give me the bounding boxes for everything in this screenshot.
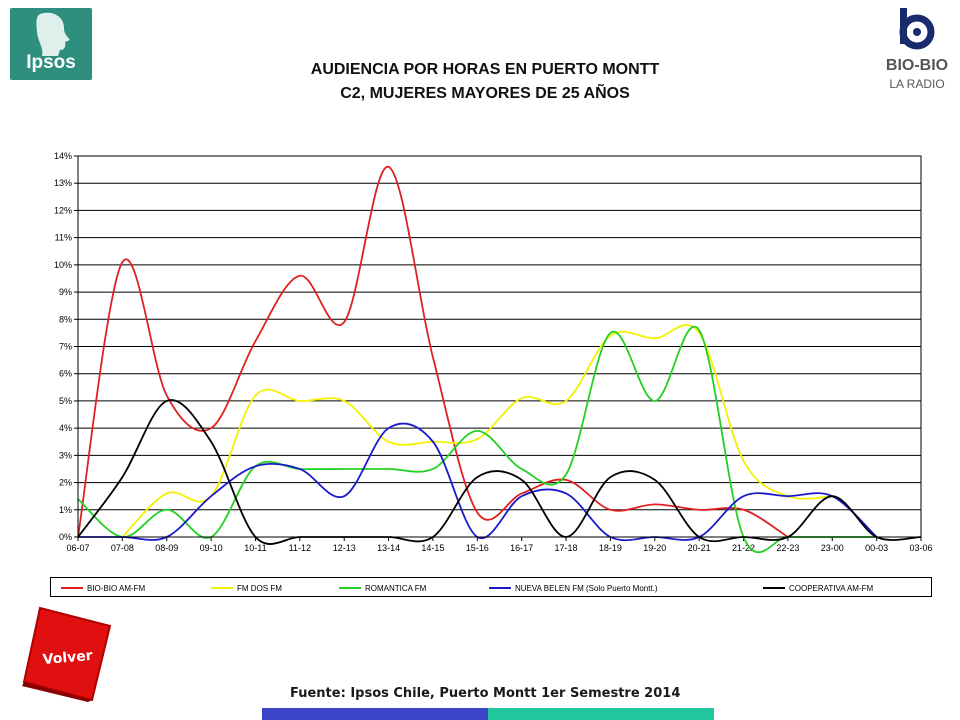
legend-item: ROMANTICA FM [339,581,426,595]
y-tick-label: 13% [54,178,72,188]
y-tick-label: 4% [59,423,72,433]
x-tick-label: 23-00 [821,543,844,553]
x-tick-label: 22-23 [776,543,799,553]
y-tick-label: 12% [54,205,72,215]
x-tick-label: 14-15 [421,543,444,553]
y-axis-ticks: 0% 1% 2% 3% 4% 5% 6% 7% 8% 9% 10% 11% 12% 13% 14% [54,151,78,542]
chart-title-line-1: AUDIENCIA POR HORAS EN PUERTO MONTT [310,61,660,78]
y-tick-label: 3% [59,450,72,460]
chart-grid [78,155,921,538]
legend-label: COOPERATIVA AM-FM [789,583,874,593]
y-tick-label: 2% [59,478,72,488]
y-tick-label: 11% [55,233,72,243]
legend-swatch [489,587,511,589]
x-tick-label: 09-10 [200,543,223,553]
chart-title: AUDIENCIA POR HORAS EN PUERTO MONTT C2, … [200,58,770,106]
audience-line-chart: 0% 1% 2% 3% 4% 5% 6% 7% 8% 9% 10% 11% 12% 13% 14% 06-0… [54,151,933,554]
x-tick-label: 19-20 [643,543,666,553]
ipsos-logo: Ipsos [10,8,92,80]
x-tick-label: 11-12 [289,543,311,553]
x-tick-label: 16-17 [510,543,533,553]
series-line-4-0 [77,399,922,545]
x-tick-label: 21-22 [732,543,755,553]
x-tick-label: 06-07 [66,543,89,553]
x-tick-label: 17-18 [555,543,578,553]
footer-bar-blue [262,708,488,720]
biobio-spiral-icon [899,8,935,50]
y-tick-label: 14% [54,151,72,161]
series-line-0-0 [77,165,789,538]
chart-legend: BIO-BIO AM-FM FM DOS FM ROMANTICA FM NUEVA … [50,577,932,597]
y-tick-label: 5% [59,396,72,406]
x-tick-label: 20-21 [688,543,711,553]
x-tick-label: 03-06 [909,543,932,553]
x-tick-label: 18-19 [599,543,622,553]
biobio-logo-name: BIO-BIO [886,57,948,74]
y-tick-label: 7% [59,342,72,352]
footer-bar-teal [488,708,714,720]
series-line-3-0 [78,422,878,542]
x-axis-ticks: 06-07 07-08 08-09 09-10 10-11 11-12 12-13 13-14… [66,537,933,553]
x-tick-label: 13-14 [377,543,400,553]
legend-label: ROMANTICA FM [365,583,427,593]
legend-item: NUEVA BELEN FM (Solo Puerto Montt.) [489,581,658,595]
series-line-1-0 [121,324,833,538]
y-tick-label: 0% [59,532,72,542]
legend-item: FM DOS FM [211,581,282,595]
legend-swatch [763,587,785,589]
volver-label: Volver [42,648,93,668]
y-tick-label: 6% [59,369,72,379]
x-tick-label: 00-03 [865,543,888,553]
y-tick-label: 1% [59,505,72,515]
x-tick-label: 08-09 [155,543,178,553]
x-tick-label: 07-08 [111,543,134,553]
legend-swatch [339,587,361,589]
legend-label: FM DOS FM [237,583,282,593]
x-tick-label: 15-16 [466,543,489,553]
biobio-logo-sub: LA RADIO [889,77,944,91]
chart-series-lines [77,165,922,554]
chart-title-line-2: C2, MUJERES MAYORES DE 25 AÑOS [340,85,630,102]
biobio-logo: BIO-BIO LA RADIO [880,6,954,100]
legend-label: BIO-BIO AM-FM [87,583,146,593]
source-note: Fuente: Ipsos Chile, Puerto Montt 1er Se… [290,686,681,701]
ipsos-logo-text: Ipsos [26,52,76,73]
legend-label: NUEVA BELEN FM (Solo Puerto Montt.) [515,583,658,593]
legend-item: BIO-BIO AM-FM [61,581,145,595]
y-tick-label: 9% [59,287,72,297]
legend-swatch [211,587,233,589]
ipsos-profile-icon [36,12,70,56]
plot-frame [77,155,922,538]
legend-item: COOPERATIVA AM-FM [763,581,873,595]
x-tick-label: 12-13 [333,543,356,553]
volver-button[interactable]: Volver [22,606,112,702]
series-line-2-0 [77,325,877,554]
y-tick-label: 10% [54,260,72,270]
x-tick-label: 10-11 [244,543,266,553]
legend-swatch [61,587,83,589]
y-tick-label: 8% [59,314,72,324]
